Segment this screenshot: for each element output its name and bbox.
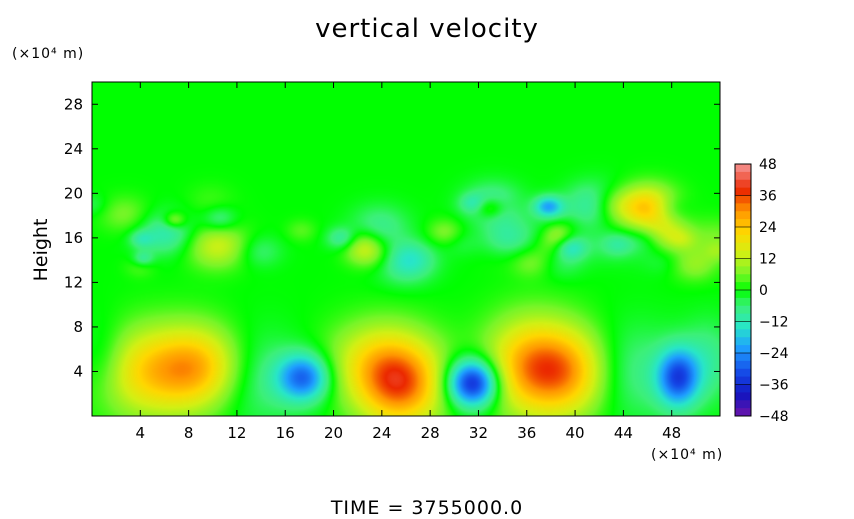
y-axis-label: Height (30, 219, 52, 282)
colorbar-swatch (735, 337, 751, 346)
colorbar-swatch (735, 211, 751, 220)
colorbar-swatch (735, 227, 751, 236)
y-tick-label: 8 (73, 318, 83, 336)
colorbar-label: 0 (759, 283, 768, 299)
x-axis: 4 8 12 16 20 24 28 32 36 40 44 48 (136, 82, 681, 442)
colorbar-label: 12 (759, 252, 777, 268)
y-tick-label: 20 (64, 184, 83, 202)
x-tick-label: 28 (421, 424, 440, 442)
y-tick-label: 4 (73, 362, 83, 380)
colorbar-swatch (735, 187, 751, 196)
y-tick-label: 16 (64, 229, 83, 247)
x-tick-label: 48 (662, 424, 681, 442)
colorbar-swatch (735, 258, 751, 267)
colorbar-swatch (735, 290, 751, 299)
colorbar-swatch (735, 329, 751, 338)
colorbar-swatch (735, 305, 751, 315)
colorbar-label: 24 (759, 220, 777, 236)
x-tick-label: 16 (276, 424, 295, 442)
colorbar-swatch (735, 179, 751, 189)
x-tick-label: 40 (566, 424, 585, 442)
colorbar-swatch (735, 313, 751, 322)
x-tick-label: 36 (517, 424, 536, 442)
colorbar-swatch (735, 242, 751, 252)
colorbar-label: −24 (759, 346, 789, 362)
y-tick-label: 12 (64, 273, 83, 291)
plot-area (91, 81, 721, 417)
heatmap-canvas (92, 82, 720, 416)
x-axis-unit: (×10⁴ m) (651, 447, 724, 463)
colorbar: 48 36 24 12 0 −12 −24 −36 −48 (734, 157, 789, 425)
x-tick-label: 24 (372, 424, 391, 442)
time-footer: TIME = 3755000.0 (330, 497, 524, 519)
colorbar-swatch (735, 219, 751, 228)
colorbar-label: −48 (759, 409, 789, 425)
colorbar-swatch (735, 234, 751, 244)
colorbar-label: 36 (759, 189, 777, 205)
colorbar-swatch (735, 266, 751, 275)
colorbar-label: −36 (759, 378, 789, 394)
heatmap-field (92, 82, 720, 416)
x-tick-label: 12 (227, 424, 246, 442)
x-tick-label: 4 (136, 424, 146, 442)
chart-title: vertical velocity (315, 14, 539, 44)
plot-frame (91, 81, 721, 417)
x-tick-label: 32 (469, 424, 488, 442)
colorbar-swatch (735, 408, 751, 417)
y-axis: 4 8 12 16 20 24 28 (64, 95, 720, 380)
colorbar-swatch (735, 360, 751, 370)
colorbar-swatch (735, 250, 751, 259)
colorbar-swatch (735, 171, 751, 181)
colorbar-swatch (735, 345, 751, 354)
colorbar-swatch (735, 321, 751, 330)
colorbar-swatch (735, 353, 751, 362)
colorbar-swatch (735, 297, 751, 307)
colorbar-swatch (735, 376, 751, 385)
y-tick-label: 28 (64, 95, 83, 113)
y-axis-unit: (×10⁴ m) (12, 46, 85, 62)
colorbar-label: −12 (759, 315, 789, 331)
y-tick-label: 24 (64, 140, 83, 158)
colorbar-swatch (735, 282, 751, 291)
colorbar-swatch (735, 274, 751, 283)
colorbar-swatch (735, 195, 751, 204)
x-tick-label: 8 (184, 424, 194, 442)
colorbar-swatch (735, 368, 751, 378)
colorbar-swatch (735, 392, 751, 401)
colorbar-swatch (735, 400, 751, 409)
colorbar-swatch (735, 164, 751, 173)
colorbar-label: 48 (759, 157, 777, 173)
colorbar-swatch (735, 384, 751, 393)
x-tick-label: 44 (614, 424, 633, 442)
x-tick-label: 20 (324, 424, 343, 442)
colorbar-swatch (735, 203, 751, 212)
